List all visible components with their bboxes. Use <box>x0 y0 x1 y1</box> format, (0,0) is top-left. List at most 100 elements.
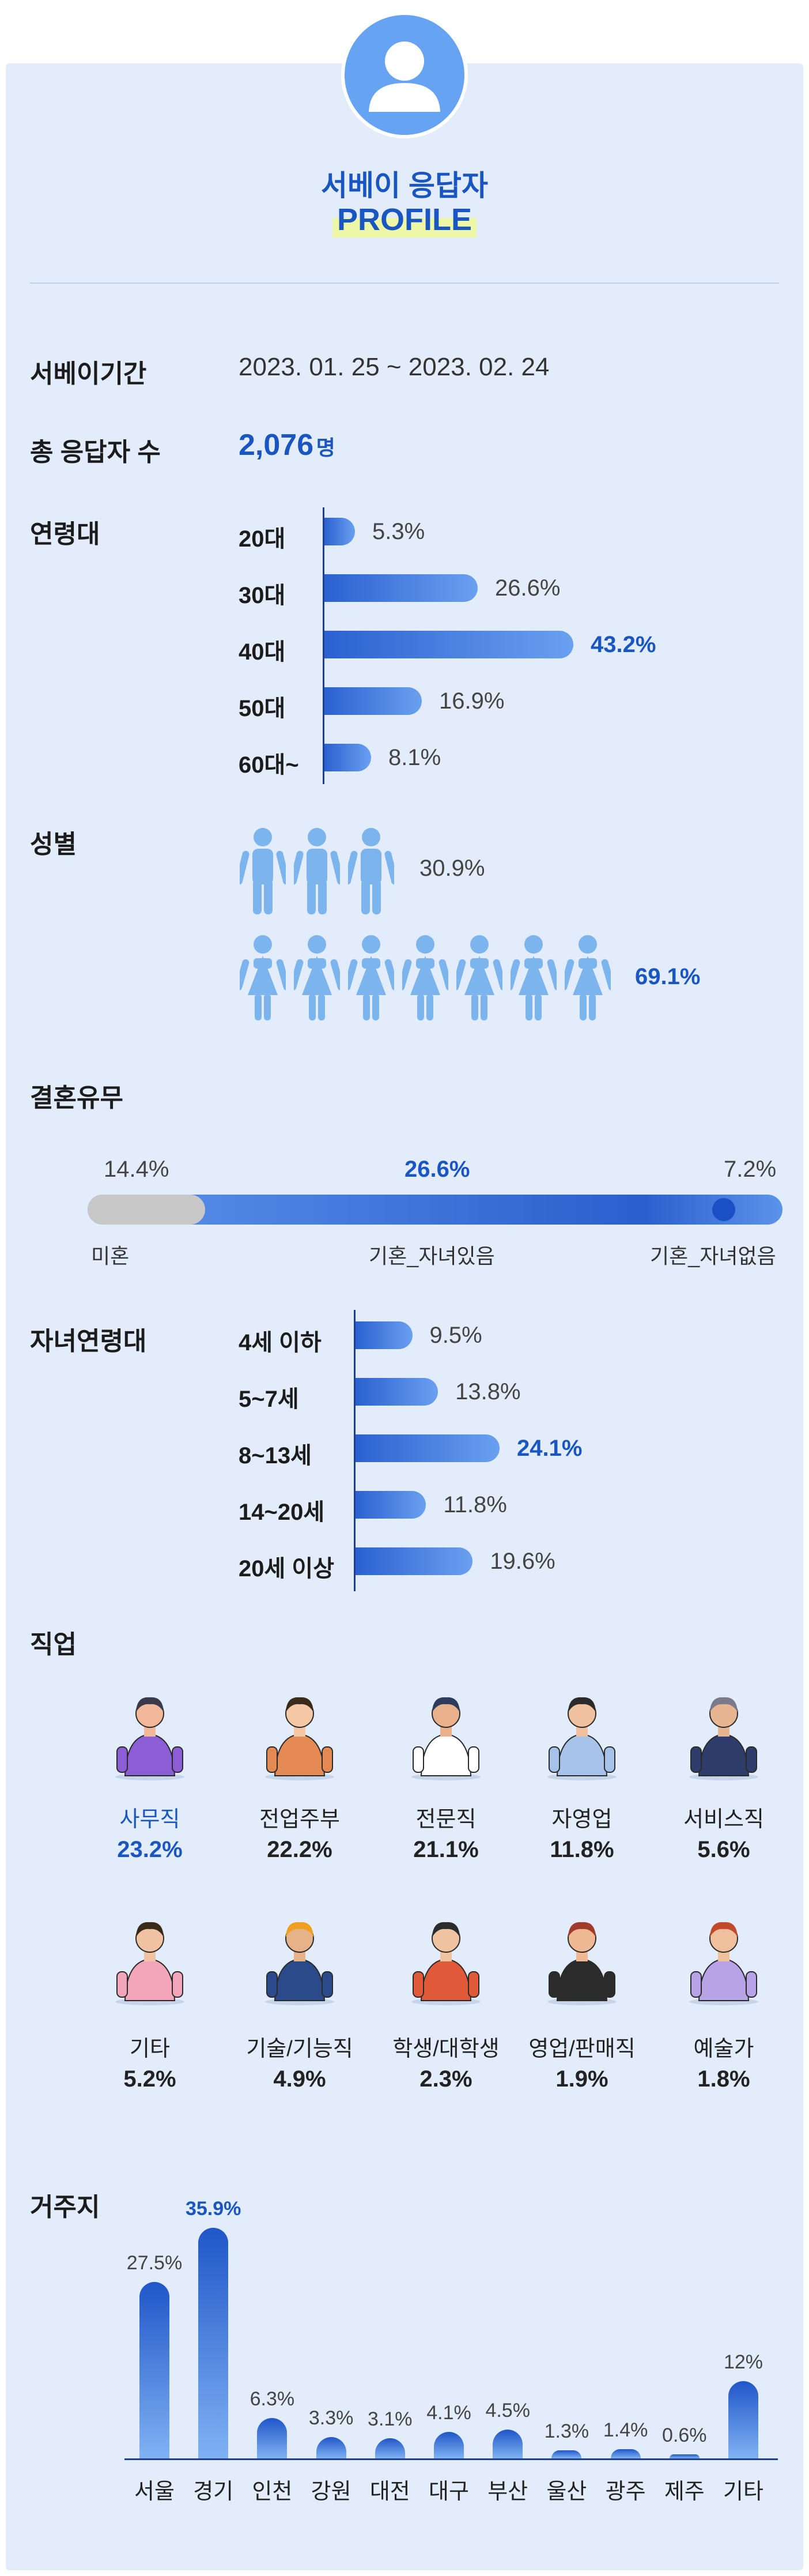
female-person-icon <box>506 932 565 1024</box>
male-person-icon <box>343 824 402 917</box>
job-pct: 4.9% <box>273 2066 326 2092</box>
female-person-icon <box>398 932 456 1024</box>
children-age-bar <box>356 1321 413 1349</box>
residence-bar <box>139 2281 169 2458</box>
job-pct: 5.2% <box>123 2066 176 2092</box>
residence-baseline <box>124 2458 778 2460</box>
job-pct: 2.3% <box>419 2066 472 2092</box>
residence-bar <box>434 2432 464 2458</box>
job-name: 영업/판매직 <box>528 2037 636 2061</box>
male-pct: 30.9% <box>419 856 485 881</box>
residence-value-label: 35.9% <box>185 2198 241 2220</box>
residence-bar <box>198 2228 229 2458</box>
job-pct: 23.2% <box>117 1837 183 1862</box>
children-age-category-label: 4세 이하 <box>239 1330 322 1355</box>
children-age-category-label: 14~20세 <box>239 1500 325 1525</box>
unmarried-label: 미혼 <box>91 1244 130 1268</box>
children-age-bar <box>356 1547 473 1575</box>
doctor-illustration <box>397 1684 495 1782</box>
avatar <box>341 12 468 138</box>
residence-bar <box>610 2449 641 2458</box>
profile-panel <box>6 63 803 2570</box>
salesperson-illustration <box>533 1908 631 2006</box>
married-kids-pct: 26.6% <box>404 1157 470 1182</box>
children-age-bar <box>356 1434 500 1462</box>
age-section-title: 연령대 <box>30 520 100 548</box>
children-age-bar <box>356 1491 426 1519</box>
age-bar <box>324 518 355 545</box>
unmarried-segment <box>88 1195 205 1225</box>
job-name: 전문직 <box>415 1807 477 1832</box>
job-name: 전업주부 <box>259 1807 340 1832</box>
age-bar <box>324 631 573 658</box>
residence-bar <box>669 2454 700 2458</box>
job-name: 사무직 <box>119 1807 180 1832</box>
pet-owner-illustration <box>101 1908 199 2006</box>
age-category-label: 50대 <box>239 696 286 721</box>
call-center-illustration <box>675 1684 773 1782</box>
male-person-icon <box>235 824 294 917</box>
children-age-category-label: 5~7세 <box>239 1387 299 1412</box>
page-title: 서베이 응답자 <box>321 170 488 202</box>
children-age-value-label: 19.6% <box>490 1549 555 1574</box>
age-category-label: 30대 <box>239 583 286 608</box>
residence-category-label: 제주 <box>664 2480 705 2504</box>
residence-category-label: 대구 <box>429 2480 469 2504</box>
page-subtitle: PROFILE <box>332 202 477 238</box>
married-nokids-dot <box>712 1198 735 1221</box>
residence-category-label: 경기 <box>193 2480 234 2504</box>
female-person-icon <box>289 932 348 1024</box>
married-nokids-pct: 7.2% <box>724 1157 777 1182</box>
residence-bar <box>551 2450 582 2458</box>
residence-value-label: 0.6% <box>662 2424 707 2447</box>
residence-category-label: 기타 <box>723 2480 763 2504</box>
job-pct: 21.1% <box>413 1837 479 1862</box>
children-age-value-label: 11.8% <box>443 1492 507 1517</box>
residence-value-label: 3.3% <box>308 2407 354 2430</box>
age-bar <box>324 574 478 602</box>
age-bar <box>324 744 371 771</box>
job-pct: 1.9% <box>555 2066 608 2092</box>
survey-period-value: 2023. 01. 25 ~ 2023. 02. 24 <box>239 353 550 381</box>
residence-category-label: 광주 <box>605 2480 646 2504</box>
survey-period-label: 서베이기간 <box>30 360 147 388</box>
children-age-category-label: 8~13세 <box>239 1443 312 1468</box>
residence-category-label: 강원 <box>311 2480 351 2504</box>
jobs-section-title: 직업 <box>30 1630 77 1659</box>
job-name: 기타 <box>130 2037 170 2061</box>
residence-bar <box>728 2381 758 2458</box>
user-icon <box>369 42 440 112</box>
residence-category-label: 울산 <box>546 2480 587 2504</box>
technician-illustration <box>251 1908 349 2006</box>
job-pct: 1.8% <box>697 2066 750 2092</box>
respondents-value: 2,076 <box>239 428 314 462</box>
residence-value-label: 1.4% <box>603 2419 648 2442</box>
residence-section-title: 거주지 <box>30 2193 100 2221</box>
female-person-icon <box>452 932 511 1024</box>
residence-value-label: 1.3% <box>544 2420 589 2442</box>
age-bar <box>324 687 422 715</box>
job-name: 예술가 <box>693 2037 754 2061</box>
age-axis-line <box>323 507 324 784</box>
age-value-label: 5.3% <box>372 519 425 544</box>
age-value-label: 8.1% <box>388 745 441 770</box>
residence-value-label: 6.3% <box>249 2387 295 2410</box>
residence-category-label: 서울 <box>134 2480 175 2504</box>
residence-bar <box>316 2437 346 2458</box>
header-divider <box>30 283 779 284</box>
job-name: 학생/대학생 <box>392 2037 500 2061</box>
female-icons <box>235 932 619 1024</box>
residence-value-label: 4.5% <box>485 2399 530 2421</box>
gender-section-title: 성별 <box>30 830 77 858</box>
residence-value-label: 4.1% <box>426 2402 471 2424</box>
male-person-icon <box>289 824 348 917</box>
children-age-bar <box>356 1378 438 1406</box>
residence-category-label: 대전 <box>369 2480 410 2504</box>
female-person-icon <box>235 932 294 1024</box>
married-nokids-label: 기혼_자녀없음 <box>650 1244 776 1268</box>
residence-bar <box>375 2438 405 2458</box>
children-age-value-label: 9.5% <box>429 1323 482 1348</box>
age-value-label: 26.6% <box>495 575 561 601</box>
residence-category-label: 인천 <box>252 2480 293 2504</box>
residence-value-label: 12% <box>723 2351 763 2374</box>
